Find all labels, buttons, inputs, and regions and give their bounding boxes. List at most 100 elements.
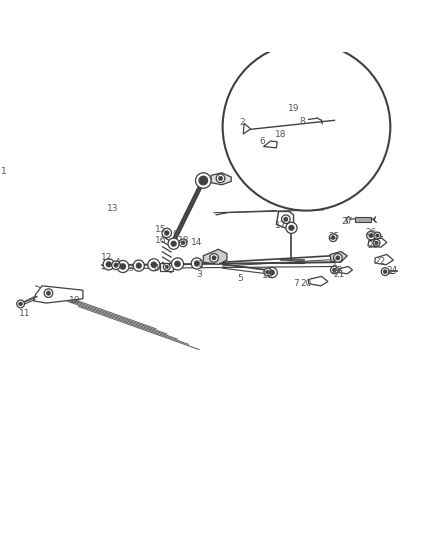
Circle shape <box>255 122 267 134</box>
Circle shape <box>269 270 274 275</box>
Text: 12: 12 <box>101 253 112 262</box>
Circle shape <box>382 270 386 273</box>
Polygon shape <box>338 266 352 274</box>
Text: 5: 5 <box>237 274 242 283</box>
Circle shape <box>174 261 180 267</box>
Text: 28: 28 <box>330 266 342 276</box>
Text: 21: 21 <box>332 270 344 279</box>
Polygon shape <box>33 286 83 303</box>
Text: 3: 3 <box>127 264 133 273</box>
Circle shape <box>168 238 179 249</box>
Circle shape <box>218 176 222 181</box>
Circle shape <box>335 256 339 260</box>
Circle shape <box>258 125 264 131</box>
Text: 1: 1 <box>0 167 6 176</box>
Circle shape <box>148 259 159 271</box>
Circle shape <box>151 262 156 268</box>
Circle shape <box>17 300 25 308</box>
Text: 4: 4 <box>114 257 120 266</box>
Polygon shape <box>308 277 327 286</box>
Text: 11: 11 <box>19 309 31 318</box>
Circle shape <box>162 228 171 238</box>
Circle shape <box>273 122 283 132</box>
Text: 22: 22 <box>373 257 384 266</box>
Circle shape <box>106 262 111 267</box>
Circle shape <box>285 222 297 233</box>
Text: 19: 19 <box>261 271 273 280</box>
Text: 20: 20 <box>300 279 311 288</box>
Polygon shape <box>276 212 293 228</box>
Circle shape <box>288 225 293 231</box>
Circle shape <box>266 268 277 278</box>
Polygon shape <box>203 249 226 264</box>
Text: 9: 9 <box>172 230 178 239</box>
Text: 4: 4 <box>153 264 159 273</box>
FancyBboxPatch shape <box>160 263 173 271</box>
Text: 7: 7 <box>292 279 298 288</box>
Circle shape <box>171 258 183 270</box>
Circle shape <box>263 268 271 276</box>
Polygon shape <box>211 173 231 185</box>
Circle shape <box>372 239 379 246</box>
Text: 8: 8 <box>299 117 304 126</box>
Circle shape <box>163 263 170 270</box>
Circle shape <box>164 231 169 236</box>
Circle shape <box>120 263 126 270</box>
Circle shape <box>133 260 144 271</box>
Text: 2: 2 <box>239 118 244 127</box>
Text: 26: 26 <box>364 229 376 238</box>
Circle shape <box>215 174 224 183</box>
Circle shape <box>330 236 334 240</box>
Text: 25: 25 <box>328 232 339 241</box>
Polygon shape <box>374 254 392 265</box>
Circle shape <box>375 234 378 237</box>
Circle shape <box>103 259 114 270</box>
Circle shape <box>381 268 388 276</box>
Polygon shape <box>263 141 277 148</box>
Circle shape <box>283 217 287 221</box>
Text: 1: 1 <box>198 260 204 269</box>
Text: 23: 23 <box>367 241 378 251</box>
Circle shape <box>276 124 280 129</box>
Circle shape <box>304 116 312 124</box>
Text: 16: 16 <box>154 236 166 245</box>
Circle shape <box>328 234 336 241</box>
Circle shape <box>136 263 141 269</box>
Circle shape <box>281 215 290 223</box>
Text: 24: 24 <box>386 266 397 276</box>
Circle shape <box>194 261 199 266</box>
Circle shape <box>44 289 53 297</box>
Circle shape <box>330 266 338 274</box>
Circle shape <box>195 173 211 188</box>
Circle shape <box>199 176 207 184</box>
Circle shape <box>113 263 118 268</box>
Text: 13: 13 <box>107 204 119 213</box>
Circle shape <box>332 268 336 272</box>
Text: 10: 10 <box>68 296 80 305</box>
Circle shape <box>179 239 187 247</box>
Circle shape <box>181 241 184 245</box>
Text: 6: 6 <box>259 138 265 147</box>
FancyBboxPatch shape <box>354 217 371 222</box>
Circle shape <box>18 302 22 306</box>
Circle shape <box>333 254 341 262</box>
Circle shape <box>306 118 310 122</box>
Circle shape <box>201 179 205 183</box>
Circle shape <box>290 123 296 128</box>
Text: 18: 18 <box>178 236 189 245</box>
Circle shape <box>212 256 215 260</box>
Text: 15: 15 <box>154 225 166 235</box>
Circle shape <box>265 270 269 274</box>
Circle shape <box>222 43 389 211</box>
Text: 27: 27 <box>341 217 352 226</box>
Text: 3: 3 <box>196 270 201 279</box>
Circle shape <box>373 232 380 239</box>
Text: 1: 1 <box>331 259 336 268</box>
Circle shape <box>209 254 218 262</box>
Text: 18: 18 <box>274 130 286 139</box>
Polygon shape <box>329 252 346 262</box>
Polygon shape <box>367 238 386 247</box>
Text: 19: 19 <box>287 104 299 113</box>
Circle shape <box>191 258 202 269</box>
Text: 17: 17 <box>274 221 286 230</box>
